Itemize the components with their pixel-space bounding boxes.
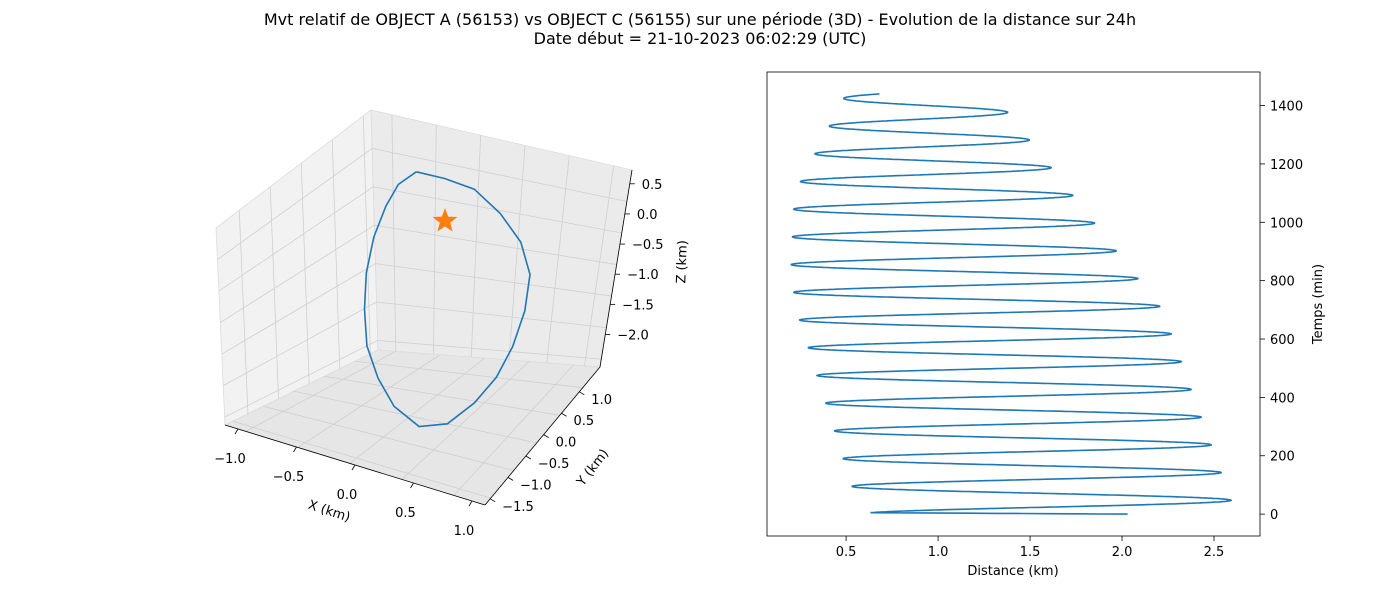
z-axis-label: Z (km) bbox=[674, 240, 691, 284]
y-tick-label: 0.0 bbox=[556, 436, 577, 451]
x-tick-label-2d: 1.5 bbox=[1020, 545, 1041, 560]
y-tick-mark bbox=[561, 412, 567, 417]
plot3d: X (km) Y (km) Z (km) −1.0−0.50.00.51.0 1… bbox=[214, 109, 691, 539]
y-tick-mark bbox=[489, 498, 496, 503]
x-tick-mark bbox=[351, 464, 356, 471]
x-tick-label-2d: 1.0 bbox=[928, 545, 949, 560]
grid-line bbox=[376, 301, 607, 328]
y-tick-label: 0.5 bbox=[573, 414, 594, 429]
x-tick-label: −0.5 bbox=[273, 470, 305, 485]
figure-title: Mvt relatif de OBJECT A (56153) vs OBJEC… bbox=[264, 10, 1136, 29]
grid-line bbox=[372, 148, 627, 202]
grid-line bbox=[218, 186, 374, 292]
x-tick-mark bbox=[410, 482, 414, 489]
x-axis-label-2d: Distance (km) bbox=[967, 564, 1058, 579]
y-tick-label-2d: 400 bbox=[1270, 391, 1295, 406]
grid-line bbox=[508, 145, 526, 361]
grid-line bbox=[221, 263, 376, 355]
y-tick-mark bbox=[507, 477, 514, 481]
grid-line bbox=[453, 364, 574, 496]
y-tick-mark bbox=[543, 434, 549, 438]
grid-line bbox=[300, 163, 310, 384]
x-tick-label-2d: 2.0 bbox=[1112, 545, 1133, 560]
grid-line bbox=[232, 420, 491, 499]
x-tick-label: 1.0 bbox=[454, 524, 475, 539]
y-tick-label-2d: 1000 bbox=[1270, 216, 1303, 231]
y-tick-label: −1.0 bbox=[520, 478, 552, 493]
z-ticks: 0.5 0.0 −0.5 −1.0 −1.5 −2.0 bbox=[605, 178, 664, 343]
y-tick-label-2d: 200 bbox=[1270, 450, 1295, 465]
y-tick-label: −1.5 bbox=[502, 500, 534, 515]
grid-line bbox=[293, 390, 537, 444]
distance-series-line bbox=[790, 93, 1233, 515]
x-tick-label-2d: 0.5 bbox=[836, 545, 857, 560]
x-tick-mark bbox=[293, 446, 297, 453]
grid-line bbox=[375, 263, 612, 297]
grid-line bbox=[362, 115, 371, 354]
z-tick-label: 0.0 bbox=[637, 208, 658, 223]
y-tick-mark bbox=[579, 391, 585, 396]
grid-line bbox=[355, 360, 583, 389]
grid-line bbox=[584, 165, 615, 366]
y-tick-label-2d: 600 bbox=[1270, 333, 1295, 348]
grid-line bbox=[269, 186, 279, 399]
grid-line bbox=[220, 224, 375, 323]
z-tick-label: −2.0 bbox=[617, 328, 649, 343]
y-tick-label-2d: 800 bbox=[1270, 275, 1295, 290]
z-tick-label: −1.5 bbox=[622, 298, 654, 313]
x-tick-mark bbox=[468, 500, 473, 507]
y-tick-label-2d: 0 bbox=[1270, 508, 1278, 523]
x-tick-label-2d: 2.5 bbox=[1204, 545, 1225, 560]
z-tick-label: −1.0 bbox=[627, 268, 659, 283]
plot-frame bbox=[766, 71, 1261, 537]
y-ticks: 1.0 0.5 0.0 −0.5 −1.0 −1.5 bbox=[489, 391, 612, 515]
x-ticks: −1.0 −0.5 0.0 0.5 1.0 bbox=[214, 428, 475, 539]
y-tick-label: 1.0 bbox=[591, 393, 612, 408]
grid-line bbox=[377, 340, 602, 360]
plot2d: 0.5 1.0 1.5 2.0 2.5 0 200 400 600 800 1000 1200 140… bbox=[766, 71, 1326, 579]
y-tick-label-2d: 1200 bbox=[1270, 158, 1303, 173]
trajectory-line bbox=[363, 171, 531, 428]
grid-line bbox=[331, 139, 341, 369]
y-axis-line bbox=[484, 366, 601, 506]
grid-line bbox=[224, 340, 378, 418]
y-axis-label: Y (km) bbox=[574, 447, 613, 490]
y-tick-mark bbox=[525, 455, 532, 460]
y-tick-label: −0.5 bbox=[538, 457, 570, 472]
z-tick-label: 0.5 bbox=[642, 178, 663, 193]
grid-line bbox=[217, 148, 373, 260]
grid-line bbox=[245, 351, 396, 432]
grid-line bbox=[546, 155, 570, 363]
grid-line bbox=[391, 114, 397, 352]
x-tick-mark bbox=[234, 428, 239, 435]
grid-line bbox=[433, 124, 437, 355]
grid-line bbox=[223, 301, 377, 386]
x-ticks-2d: 0.5 1.0 1.5 2.0 2.5 bbox=[836, 536, 1225, 560]
grid-line bbox=[324, 375, 560, 416]
pane-back-wall bbox=[370, 109, 633, 368]
y-ticks-2d: 0 200 400 600 800 1000 1200 1400 bbox=[1260, 100, 1303, 523]
grid-line bbox=[401, 361, 530, 480]
grid-line bbox=[238, 210, 249, 414]
y-tick-label-2d: 1400 bbox=[1270, 100, 1303, 115]
grid-line bbox=[374, 224, 617, 265]
x-tick-label: 0.0 bbox=[337, 488, 358, 503]
figure-subtitle: Date début = 21-10-2023 06:02:29 (UTC) bbox=[534, 29, 867, 48]
x-tick-label: −1.0 bbox=[214, 452, 246, 467]
grid-line bbox=[297, 354, 441, 448]
star-marker-icon bbox=[432, 208, 458, 232]
grid-line bbox=[263, 405, 514, 471]
grid-line bbox=[470, 135, 482, 358]
z-tick-label: −0.5 bbox=[632, 238, 664, 253]
grid-3d bbox=[217, 114, 627, 499]
x-tick-label: 0.5 bbox=[395, 506, 416, 521]
y-axis-label-2d: Temps (min) bbox=[1311, 264, 1326, 345]
grid-line bbox=[349, 357, 485, 464]
